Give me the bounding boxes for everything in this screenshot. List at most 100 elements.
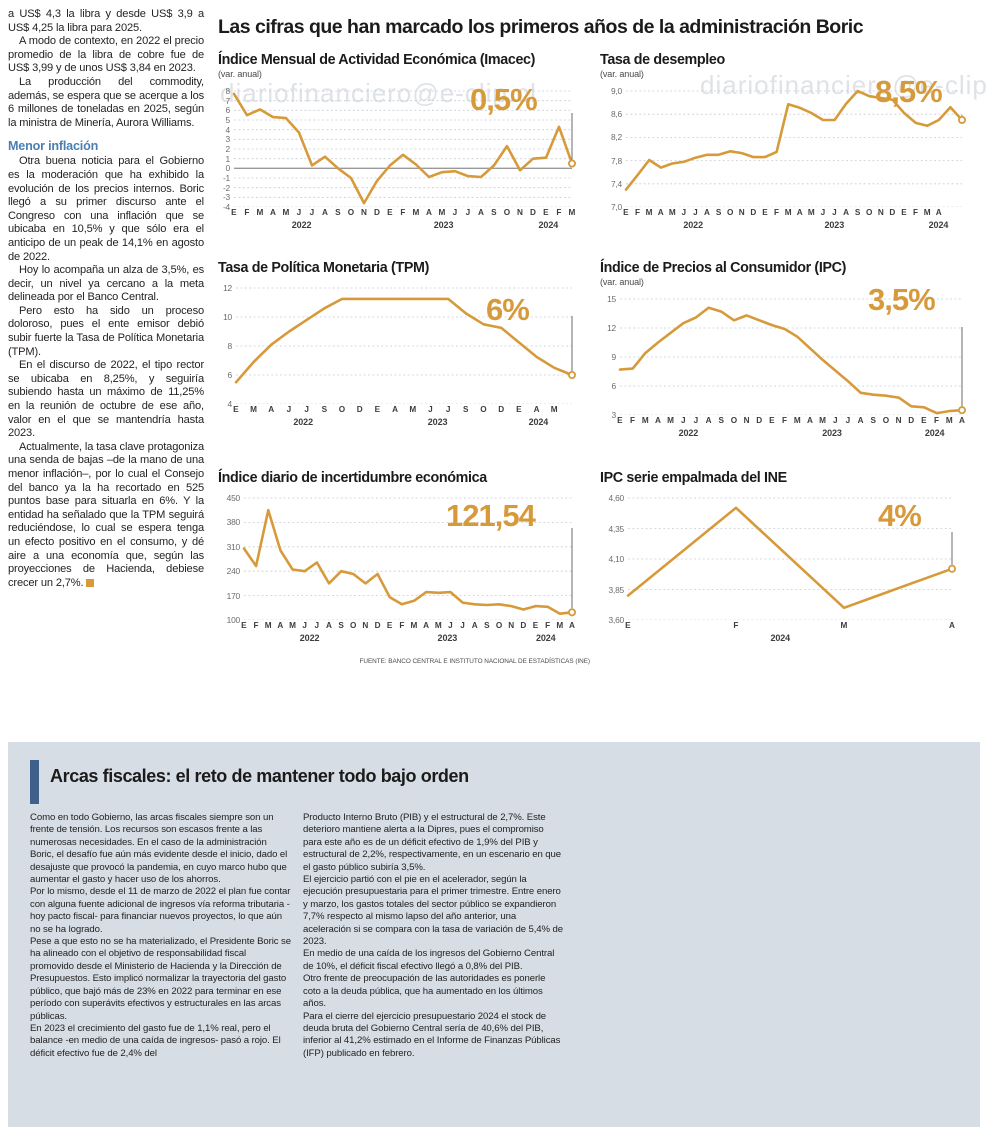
x-axis-label: J: [693, 416, 699, 425]
x-axis-label: J: [680, 416, 686, 425]
y-axis-label: 10: [223, 312, 232, 322]
chart-title: Tasa de Política Monetaria (TPM): [218, 260, 429, 276]
panel-column-1: Como en todo Gobierno, las arcas fiscale…: [30, 812, 292, 1060]
x-axis-label: F: [634, 208, 641, 217]
x-axis-label: A: [948, 621, 956, 630]
x-axis-label: S: [718, 416, 725, 425]
year-label: 2022: [293, 417, 313, 427]
x-axis-label: M: [250, 405, 258, 414]
y-axis-label: 6: [225, 105, 231, 116]
page-title: Las cifras que han marcado los primeros …: [218, 16, 864, 38]
x-axis-label: A: [857, 416, 864, 425]
y-axis-label: 8: [225, 86, 231, 96]
x-axis-label: M: [412, 208, 420, 217]
x-axis-label: F: [253, 621, 259, 630]
x-axis-label: A: [268, 405, 275, 414]
y-axis-label: 3,60: [608, 615, 624, 625]
callout-value: 3,5%: [868, 282, 936, 317]
x-axis-label: F: [913, 208, 919, 217]
year-label: 2024: [928, 220, 949, 230]
x-axis-label: E: [233, 405, 239, 414]
x-axis-label: M: [667, 416, 675, 425]
series-line: [242, 508, 574, 615]
fiscal-panel: Arcas fiscales: el reto de mantener todo…: [8, 742, 980, 1127]
x-axis-label: F: [399, 621, 405, 630]
y-axis-label: 2: [225, 144, 231, 154]
x-axis-label: D: [756, 416, 763, 425]
x-axis-label: A: [935, 208, 942, 217]
x-axis-label: S: [870, 416, 877, 425]
x-axis-label: J: [304, 405, 310, 414]
panel-paragraph: Pese a que esto no se ha materializado, …: [30, 936, 291, 1022]
article-paragraph: a US$ 4,3 la libra y desde US$ 3,9 a US$…: [8, 8, 204, 34]
x-axis-label: M: [409, 405, 417, 414]
x-axis-label: A: [471, 621, 478, 630]
end-mark-icon: [86, 578, 95, 587]
y-axis-label: 12: [223, 283, 232, 293]
x-axis-label: D: [889, 208, 896, 217]
x-axis-label: F: [774, 208, 780, 217]
x-axis-label: M: [784, 208, 792, 217]
plot-area: 7,0 7,4 7,8 8,2 8,6 9,0 E F M A M J J A S O N D E F M A M J J A S O…: [600, 85, 980, 230]
x-axis-label: S: [335, 208, 341, 217]
x-axis-label: A: [843, 208, 850, 217]
x-axis-label: M: [568, 208, 576, 217]
chart-desempleo: Tasa de desempleo (var. anual) 7,0 7,4 7,8 8,…: [600, 52, 980, 230]
x-axis-label: E: [241, 621, 247, 630]
y-axis-label: 310: [226, 541, 241, 552]
article-paragraph-last: Actualmente, la tasa clave protagoniza u…: [8, 441, 204, 591]
x-axis-label: N: [895, 416, 902, 425]
x-axis-label: F: [934, 416, 940, 425]
x-axis-label: O: [338, 405, 346, 414]
series-line: [624, 89, 964, 191]
y-axis-label: 4: [227, 399, 233, 409]
x-axis-label: F: [733, 621, 739, 630]
chart-svg: [232, 90, 576, 207]
x-axis-label: M: [945, 416, 953, 425]
x-axis-label: J: [832, 208, 837, 217]
year-label: 2023: [437, 633, 458, 643]
x-axis-label: E: [617, 416, 623, 425]
x-axis-label: D: [373, 208, 381, 217]
x-axis-label: J: [448, 621, 453, 630]
end-point-marker: [567, 608, 576, 617]
x-axis-label: A: [423, 621, 430, 630]
y-axis-label: 7,8: [610, 155, 622, 166]
x-axis-label: N: [516, 208, 524, 217]
y-axis-label: 5: [225, 115, 231, 125]
panel-title: Arcas fiscales: el reto de mantener todo…: [50, 766, 469, 786]
x-axis-label: O: [866, 208, 873, 217]
x-axis-label: A: [806, 416, 814, 425]
panel-paragraph: En medio de una caída de los ingresos de…: [303, 948, 555, 972]
x-axis-label: M: [923, 208, 931, 217]
x-axis-label: M: [282, 208, 290, 217]
y-axis-label: -2: [222, 182, 230, 193]
y-axis-label: 4,60: [608, 493, 624, 503]
chart-svg: [624, 89, 966, 207]
callout-value: 6%: [486, 292, 530, 327]
year-label: 2022: [683, 220, 703, 230]
y-axis-label: 7,4: [610, 178, 622, 189]
x-axis-label: A: [533, 405, 540, 414]
x-axis-label: J: [302, 621, 308, 630]
chart-incertidumbre: Índice diario de incertidumbre económica…: [218, 470, 590, 643]
chart-imacec: Índice Mensual de Actividad Económica (I…: [218, 52, 590, 230]
x-axis-label: O: [480, 405, 487, 414]
callout-value: 8,5%: [875, 74, 943, 109]
x-axis-label: D: [529, 208, 537, 217]
y-axis-label: -3: [222, 192, 230, 203]
end-point-marker: [957, 115, 966, 124]
x-axis-label: J: [465, 208, 471, 217]
x-axis-label: E: [901, 208, 907, 217]
y-axis-label: 1: [225, 153, 231, 164]
year-label: 2024: [528, 417, 549, 427]
x-axis-label: J: [309, 208, 315, 217]
x-axis-label: J: [445, 405, 451, 414]
y-axis-label: 8,6: [610, 109, 622, 120]
panel-paragraph: Por lo mismo, desde el 11 de marzo de 20…: [30, 886, 291, 935]
x-axis-label: E: [516, 405, 522, 414]
year-label: 2024: [924, 428, 945, 438]
x-axis-label: O: [726, 208, 734, 217]
x-axis-label: E: [231, 208, 237, 217]
x-axis-label: M: [550, 405, 558, 414]
